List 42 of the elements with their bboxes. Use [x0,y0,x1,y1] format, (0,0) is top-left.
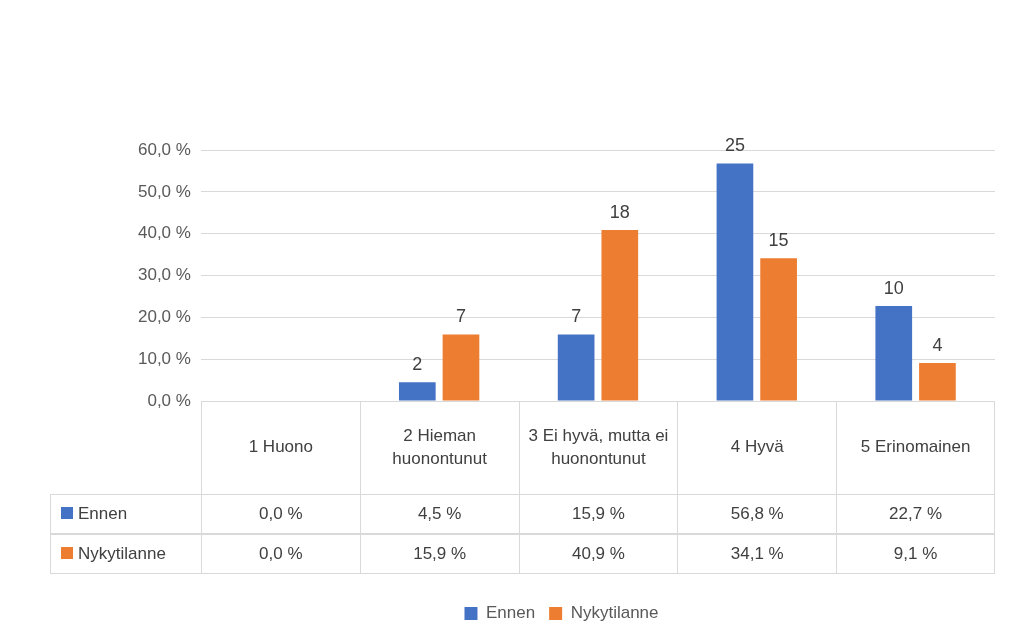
annotation: 18 [609,201,630,222]
legend-label: Nykytilanne [570,603,659,623]
x-tick-label: 5 Erinomainen [859,436,972,459]
data-label: 34,1 % [730,542,784,565]
bar [398,382,436,401]
annotation: 25 [724,135,745,156]
y-tick-label: 0,0 % [147,390,191,410]
annotation: 4 [932,334,943,355]
bar [919,362,956,401]
y-tick-label: 40,0 % [137,223,191,243]
data-label: 40,9 % [571,542,625,565]
y-tick-label: 60,0 % [137,139,191,159]
bar [716,163,754,401]
data-label: 22,7 % [889,502,943,525]
data-label: 15,9 % [571,502,625,525]
data-label: 9,1 % [893,542,938,565]
y-tick-label: 50,0 % [137,181,191,201]
bar [601,229,639,401]
x-tick-label: 2 Hieman huonontunut [391,424,488,470]
text: Ennen [78,503,128,523]
text: Nykytilanne [78,543,166,563]
data-label: 0,0 % [259,542,303,565]
x-tick-label: 4 Hyvä [729,436,785,459]
data-label: 0,0 % [259,502,303,525]
data-label: 56,8 % [730,502,784,525]
y-tick-label: 10,0 % [137,348,191,368]
annotation: 2 [412,354,423,375]
annotation: 7 [571,306,582,327]
annotation: 7 [455,306,466,327]
legend-label: Ennen [485,603,536,623]
x-tick-label: 1 Huono [247,436,314,459]
bar [760,258,797,401]
bar [442,334,480,401]
data-label: 4,5 % [417,502,462,525]
annotation: 15 [768,230,789,251]
y-tick-label: 30,0 % [137,265,191,285]
bar [557,334,595,401]
bar [875,306,913,401]
x-tick-label: 3 Ei hyvä, mutta ei huonontunut [527,424,670,470]
y-tick-label: 20,0 % [137,307,191,327]
data-label: 15,9 % [413,542,467,565]
annotation: 10 [883,278,904,299]
